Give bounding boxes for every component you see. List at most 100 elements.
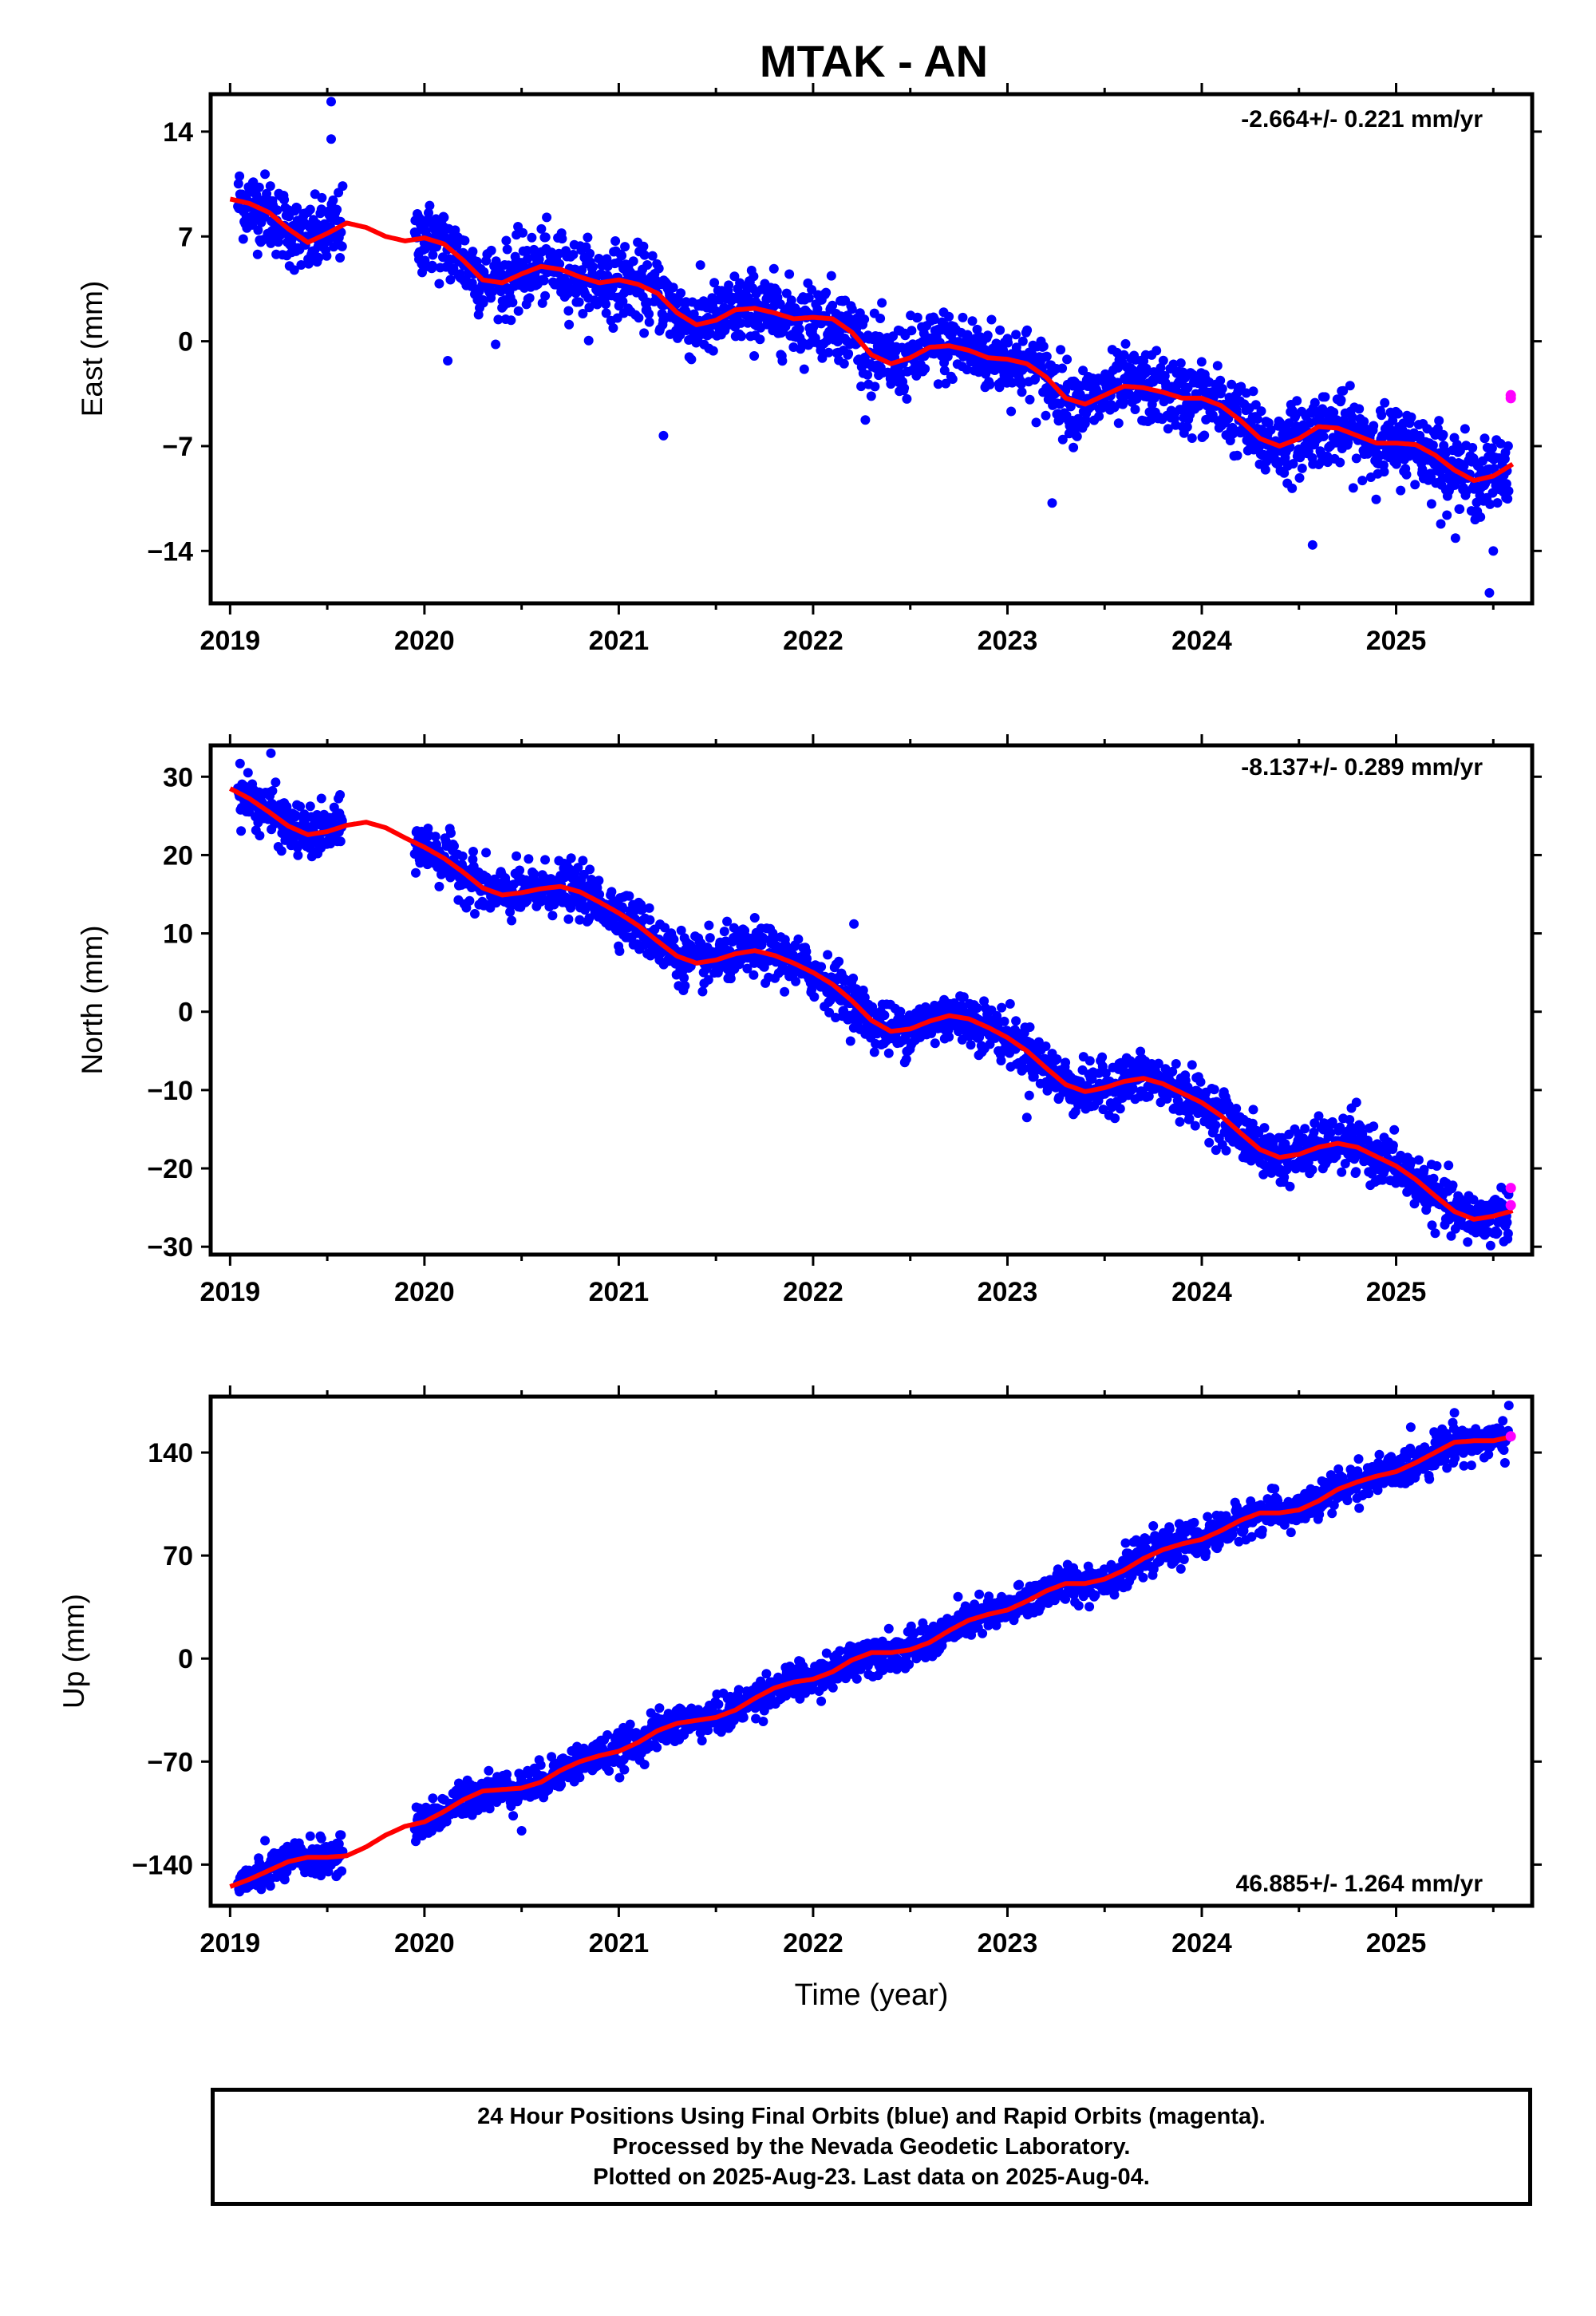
north-data-point <box>1221 1145 1231 1156</box>
north-data-point <box>1183 1082 1193 1093</box>
east-data-point <box>824 347 834 358</box>
north-data-point <box>1195 1077 1206 1087</box>
east-data-point <box>424 207 433 218</box>
north-x-tick-label: 2021 <box>589 1277 650 1307</box>
east-data-point <box>729 271 740 282</box>
east-data-point <box>478 298 488 308</box>
north-data-point <box>697 986 708 997</box>
north-data-point <box>1204 1137 1215 1148</box>
east-data-point <box>1072 431 1082 441</box>
north-y-tick-label: −10 <box>147 1076 193 1106</box>
east-data-point <box>930 314 940 325</box>
east-data-point <box>1187 433 1197 443</box>
east-data-point <box>1503 494 1513 504</box>
north-model-curve <box>228 786 1514 1222</box>
up-y-tick-label: −140 <box>132 1850 193 1880</box>
east-data-point <box>1075 389 1085 400</box>
east-data-point <box>583 335 594 346</box>
north-data-point <box>1209 1085 1219 1095</box>
east-data-point <box>491 339 501 350</box>
north-data-point <box>1428 1173 1439 1184</box>
east-data-point <box>1006 406 1017 417</box>
north-data-point <box>780 986 790 997</box>
east-data-point <box>618 296 628 306</box>
east-data-point <box>1369 421 1379 431</box>
east-data-point <box>1371 494 1381 504</box>
north-data-point <box>523 854 534 864</box>
east-data-point <box>639 250 650 260</box>
east-data-point <box>843 349 854 359</box>
north-data-point <box>1248 1105 1258 1115</box>
east-data-point <box>1338 415 1349 425</box>
north-x-tick-label: 2020 <box>394 1277 455 1307</box>
north-data-point <box>1448 1180 1458 1191</box>
north-data-point <box>1300 1124 1310 1134</box>
east-data-point <box>1011 330 1021 340</box>
east-data-point <box>265 181 275 192</box>
up-x-tick-label: 2025 <box>1366 1928 1427 1958</box>
east-data-point <box>1492 498 1503 508</box>
east-data-point <box>1351 453 1361 464</box>
east-data-point <box>638 241 649 251</box>
chart-title: MTAK - AN <box>760 36 988 86</box>
east-data-point <box>1450 533 1460 543</box>
east-data-point <box>522 246 532 255</box>
north-data-point <box>1327 1117 1337 1127</box>
east-data-point <box>644 317 654 327</box>
east-data-point <box>1401 469 1412 480</box>
north-data-point <box>430 832 440 842</box>
east-data-point <box>506 315 516 326</box>
north-data-point <box>1175 1117 1185 1127</box>
east-data-point <box>985 379 995 389</box>
east-data-point <box>1260 464 1270 475</box>
east-data-point <box>642 260 653 270</box>
east-data-point <box>1130 405 1140 414</box>
north-data-point <box>595 889 605 899</box>
north-data-point <box>291 811 302 821</box>
north-data-point <box>1369 1121 1379 1132</box>
east-data-point <box>1041 410 1051 421</box>
north-data-point <box>1061 1057 1071 1068</box>
up-x-tick-label: 2023 <box>978 1928 1038 1958</box>
east-data-point <box>1343 437 1353 448</box>
east-data-point <box>601 299 611 310</box>
east-data-point <box>338 181 348 192</box>
east-data-point <box>1062 354 1073 365</box>
east-data-point <box>1031 417 1041 428</box>
east-data-point <box>866 391 876 401</box>
north-data-point <box>1211 1120 1221 1130</box>
east-data-point <box>992 339 1002 350</box>
east-data-point <box>296 260 306 270</box>
north-data-point <box>566 903 576 913</box>
east-data-point <box>557 234 567 244</box>
north-data-point <box>585 864 595 875</box>
east-outlier-point <box>1307 539 1317 550</box>
east-data-point <box>644 309 654 319</box>
east-data-point <box>939 366 950 376</box>
north-data-point <box>1413 1155 1424 1165</box>
north-data-point <box>624 891 634 901</box>
north-y-tick-label: −20 <box>147 1154 193 1184</box>
east-data-point <box>1152 346 1162 356</box>
north-data-point <box>1231 1104 1242 1113</box>
east-outlier-point <box>1488 546 1499 556</box>
north-data-point <box>958 992 969 1002</box>
east-data-point <box>1442 510 1452 520</box>
east-data-point <box>1468 443 1478 453</box>
north-data-point <box>293 850 303 860</box>
east-data-point <box>427 260 437 271</box>
east-data-point <box>982 330 993 341</box>
east-data-point <box>434 279 444 289</box>
north-data-point <box>1351 1167 1361 1177</box>
east-data-point <box>601 308 611 318</box>
east-data-point <box>588 262 598 272</box>
east-data-point <box>711 306 721 316</box>
north-data-point <box>1153 1058 1163 1069</box>
east-data-point <box>508 298 518 307</box>
east-data-point <box>1038 342 1049 351</box>
north-data-point <box>791 976 801 986</box>
north-data-point <box>594 875 604 886</box>
east-data-point <box>1016 379 1026 389</box>
